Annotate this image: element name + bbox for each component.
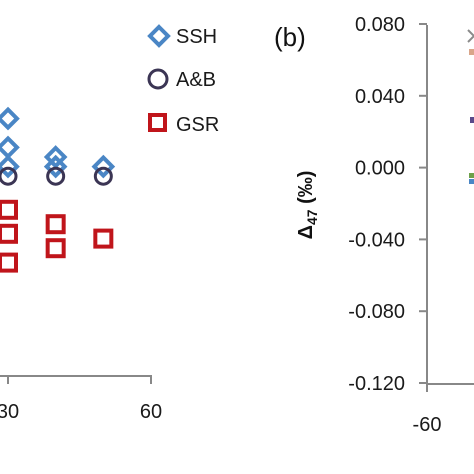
panel-b-y-tick-label: 0.000 <box>355 158 405 180</box>
panel-b-partial-marker <box>469 49 474 55</box>
panel-b-partial-marker <box>469 173 474 178</box>
point-diamond-1 <box>0 135 20 160</box>
panel-b-y-ticks: 0.080 0.040 0.000 -0.040 -0.080 -0.120 <box>348 14 427 395</box>
point-diamond-2 <box>0 154 20 179</box>
panel-a-points <box>0 106 116 273</box>
point-circle-2 <box>93 166 113 186</box>
point-circle-1 <box>46 166 66 186</box>
point-diamond-4 <box>43 154 68 179</box>
panel-b-partial-marker <box>470 117 474 123</box>
point-circle-0 <box>0 166 18 186</box>
panel-b-partial-marker <box>469 179 474 184</box>
panel-b-x-tick-label: -60 <box>413 414 442 436</box>
point-square-5 <box>93 228 114 249</box>
point-diamond-5 <box>91 154 116 179</box>
panel-b-label: (b) <box>274 22 306 52</box>
panel-b-y-axis-label: Δ47 (‰) <box>295 171 320 240</box>
point-diamond-3 <box>43 145 68 169</box>
legend: SSH A&B GSR <box>147 24 219 136</box>
panel-b-y-tick-label: 0.040 <box>355 86 405 108</box>
panel-b-y-tick-label: 0.080 <box>355 14 405 36</box>
panel-b-partial-markers <box>467 29 474 184</box>
point-square-2 <box>0 252 18 273</box>
legend-ab-label: A&B <box>176 69 216 91</box>
panel-a-x-tick-label-30: 30 <box>0 401 19 423</box>
point-square-1 <box>0 223 18 244</box>
panel-a: 30 60 <box>0 106 162 423</box>
point-diamond-0 <box>0 106 20 131</box>
point-square-3 <box>45 214 66 235</box>
panel-b-y-tick-label: -0.080 <box>348 301 405 323</box>
legend-gsr-square-icon <box>148 113 167 132</box>
panel-b: (b) Δ47 (‰) -60 0.080 0.040 0.000 -0.040 -0.… <box>274 14 474 436</box>
point-square-0 <box>0 199 18 220</box>
panel-a-x-tick-label-60: 60 <box>140 401 162 423</box>
panel-b-y-tick-label: -0.040 <box>348 229 405 251</box>
panel-b-y-tick-label: -0.120 <box>348 373 405 395</box>
legend-gsr-label: GSR <box>176 114 219 136</box>
legend-ab-circle-icon <box>147 68 169 90</box>
legend-ssh-label: SSH <box>176 26 217 48</box>
legend-ssh-diamond-icon <box>147 24 171 48</box>
point-square-4 <box>45 238 66 259</box>
panel-b-partial-marker <box>467 29 474 43</box>
